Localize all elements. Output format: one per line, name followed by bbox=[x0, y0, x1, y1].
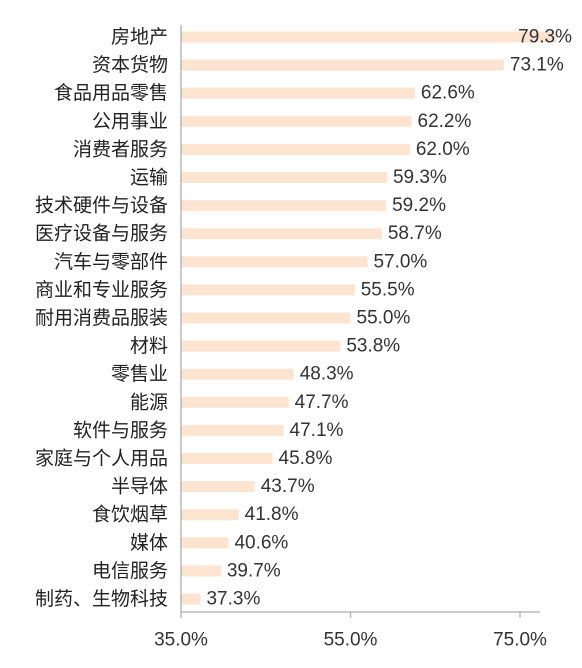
category-label: 半导体 bbox=[111, 476, 168, 498]
bar bbox=[181, 424, 284, 436]
value-label: 45.8% bbox=[279, 448, 333, 469]
bar bbox=[181, 537, 229, 549]
value-label: 79.3% bbox=[518, 27, 572, 48]
value-label: 62.2% bbox=[418, 111, 472, 132]
value-label: 43.7% bbox=[261, 476, 315, 497]
bar bbox=[181, 228, 382, 240]
bar bbox=[181, 31, 557, 43]
bar bbox=[181, 453, 273, 464]
category-label: 食品用品零售 bbox=[54, 82, 168, 104]
x-ticks-group: 35.0% 55.0% 75.0% bbox=[154, 612, 547, 651]
value-label: 37.3% bbox=[206, 589, 260, 610]
bar bbox=[181, 340, 341, 352]
value-label: 59.3% bbox=[393, 167, 447, 188]
category-label: 软件与服务 bbox=[73, 419, 168, 441]
value-label: 55.5% bbox=[361, 279, 415, 300]
value-label: 41.8% bbox=[245, 504, 299, 525]
category-label: 媒体 bbox=[130, 532, 168, 554]
bar bbox=[181, 115, 412, 127]
value-label: 39.7% bbox=[227, 560, 281, 581]
category-label: 医疗设备与服务 bbox=[35, 223, 168, 245]
category-label: 耐用消费品服装 bbox=[35, 307, 168, 329]
category-label: 商业和专业服务 bbox=[35, 279, 168, 301]
category-label: 汽车与零部件 bbox=[54, 251, 168, 273]
category-label: 技术硬件与设备 bbox=[35, 195, 168, 217]
category-label: 制药、生物科技 bbox=[35, 588, 168, 610]
bar bbox=[181, 396, 289, 408]
bar bbox=[181, 509, 239, 521]
category-label: 家庭与个人用品 bbox=[35, 448, 168, 470]
bar bbox=[181, 143, 410, 155]
category-label: 食饮烟草 bbox=[92, 504, 168, 526]
bar bbox=[181, 256, 368, 268]
x-tick-label: 75.0% bbox=[493, 630, 547, 651]
value-label: 57.0% bbox=[373, 251, 427, 272]
bar bbox=[181, 368, 294, 380]
category-labels-group: 房地产资本货物食品用品零售公用事业消费者服务运输技术硬件与设备医疗设备与服务汽车… bbox=[35, 26, 168, 610]
category-label: 零售业 bbox=[111, 363, 168, 385]
value-label: 62.6% bbox=[421, 83, 475, 104]
category-label: 电信服务 bbox=[92, 560, 168, 582]
bar bbox=[181, 200, 387, 212]
value-label: 62.0% bbox=[416, 139, 470, 160]
value-label: 53.8% bbox=[346, 336, 400, 357]
x-tick-label: 35.0% bbox=[154, 630, 208, 651]
value-label: 40.6% bbox=[234, 532, 288, 553]
bar bbox=[181, 284, 355, 296]
value-label: 47.7% bbox=[295, 392, 349, 413]
value-label: 58.7% bbox=[388, 223, 442, 244]
value-label: 59.2% bbox=[392, 195, 446, 216]
bar bbox=[181, 593, 201, 605]
category-label: 房地产 bbox=[111, 26, 168, 48]
bar bbox=[181, 481, 255, 493]
bar bbox=[181, 172, 387, 183]
category-label: 能源 bbox=[130, 391, 168, 413]
bar bbox=[181, 87, 415, 99]
category-label: 材料 bbox=[130, 335, 168, 357]
category-label: 公用事业 bbox=[92, 110, 168, 132]
value-label: 47.1% bbox=[290, 420, 344, 441]
bar bbox=[181, 565, 221, 577]
bars-group bbox=[181, 31, 557, 605]
value-label: 48.3% bbox=[300, 364, 354, 385]
category-label: 运输 bbox=[130, 167, 168, 189]
category-label: 消费者服务 bbox=[73, 138, 168, 160]
x-tick-label: 55.0% bbox=[324, 630, 378, 651]
bar bbox=[181, 312, 351, 324]
category-label: 资本货物 bbox=[92, 54, 168, 76]
value-label: 55.0% bbox=[357, 308, 411, 329]
bar bbox=[181, 59, 504, 71]
value-labels-group: 79.3% 73.1% 62.6% 62.2% 62.0% 59.3% 59.2% 58.7%… bbox=[206, 27, 572, 610]
value-label: 73.1% bbox=[510, 55, 564, 76]
